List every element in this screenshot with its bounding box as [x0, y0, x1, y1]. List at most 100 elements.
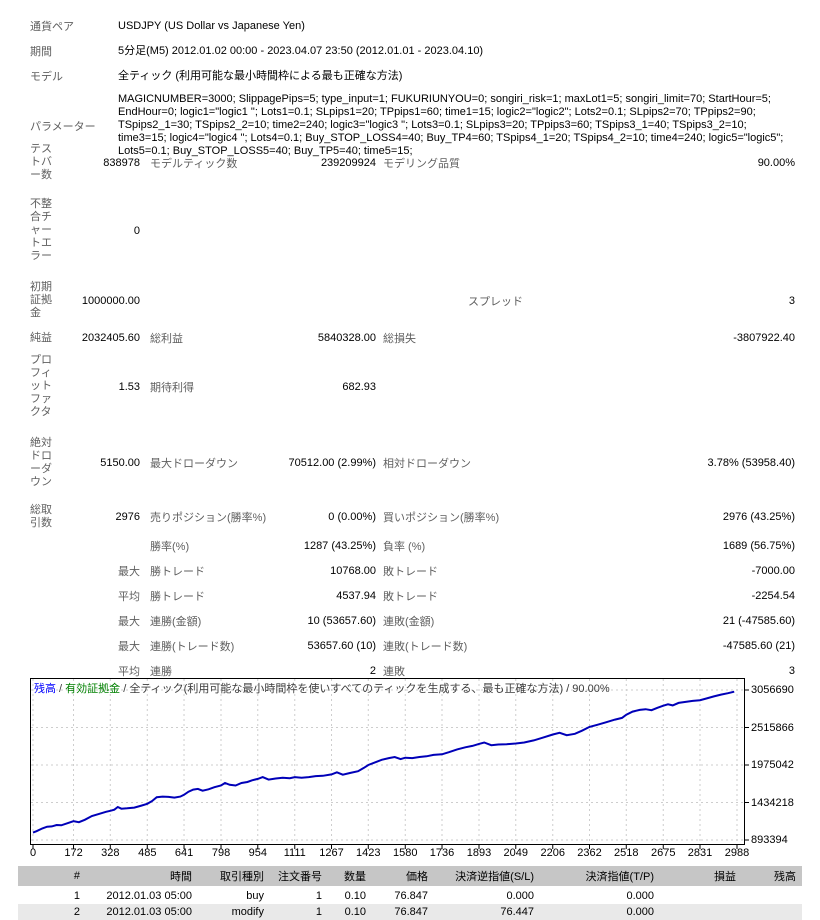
stat-value-3: 90.00% [757, 156, 795, 169]
x-axis-tick-label: 1580 [393, 847, 418, 859]
trades-column-header: 決済逆指値(S/L) [434, 866, 540, 888]
stat-value-2: 0 (0.00%) [328, 511, 376, 523]
stat-row: 勝率(%) 1287 (43.25%) 負率 (%) 1689 (56.75%) [30, 538, 795, 554]
stat-row: 絶対ドローダウン 5150.00 最大ドローダウン 70512.00 (2.99%) 相… [30, 437, 795, 489]
x-axis-tick-label: 2518 [614, 847, 639, 859]
x-axis-tick-label: 954 [248, 847, 267, 859]
stat-value-3: 3 [788, 665, 795, 677]
x-axis-tick-label: 2362 [577, 847, 602, 859]
stat-label-1: 純益 [30, 331, 52, 344]
stat-label-3: スプレッド [468, 295, 523, 308]
balance-chart: 残高 / 有効証拠金 / 全ティック(利用可能な最小時間枠を使いすべてのティック… [30, 678, 752, 850]
trades-column-header: 取引種別 [198, 866, 270, 888]
y-axis-tick-label: 893394 [751, 834, 788, 846]
trade-cell: 0.10 [344, 890, 366, 902]
stat-value-1: 5150.00 [100, 457, 140, 469]
x-axis-tick-label: 641 [174, 847, 194, 859]
trade-cell [742, 887, 802, 904]
stat-value-3: 1689 (56.75%) [722, 540, 795, 552]
stat-label-2: 連勝(トレード数) [150, 641, 235, 653]
stat-value-3: 21 (-47585.60) [722, 615, 795, 627]
stat-row: 総取引数 2976 売りポジション(勝率%) 0 (0.00%) 買いポジション(勝率%… [30, 504, 795, 530]
stat-value-3: -2254.54 [751, 590, 795, 602]
x-axis-tick-label: 2675 [651, 847, 676, 859]
stat-label-1: 総取引数 [30, 504, 52, 529]
trade-cell: 1 [315, 906, 322, 918]
stat-label-2: 勝率(%) [150, 541, 190, 553]
x-axis-tick-label: 2831 [687, 847, 713, 859]
stat-label-2: 総利益 [150, 333, 183, 345]
info-row: 期間 5分足(M5) 2012.01.02 00:00 - 2023.04.07 … [30, 43, 795, 59]
stat-value-2: 682.93 [342, 380, 376, 393]
stat-value-1: 838978 [103, 156, 140, 169]
stat-label-3: 敗トレード [383, 566, 438, 578]
info-row: パラメーター MAGICNUMBER=3000; SlippagePips=5; … [30, 93, 795, 158]
info-label: モデル [30, 71, 63, 83]
stat-value-1: 0 [133, 224, 140, 237]
stat-label-3: 買いポジション(勝率%) [383, 512, 500, 524]
stat-value-1: 1.53 [118, 380, 140, 393]
x-axis-tick-label: 2049 [503, 847, 528, 859]
stat-row: 最大 連勝(トレード数) 53657.60 (10) 連敗(トレード数) -47585.… [30, 638, 795, 654]
stat-value-2: 10768.00 [330, 565, 376, 577]
info-label: 期間 [30, 46, 52, 58]
stat-value-2: 53657.60 (10) [307, 640, 377, 652]
stat-value-3: 3.78% (53958.40) [707, 457, 795, 469]
x-axis-tick-label: 0 [29, 847, 37, 859]
chart-legend-part: / 全ティック(利用可能な最小時間枠を使いすべてのティックを生成する、最も正確な… [120, 683, 610, 695]
stat-value-2: 2 [369, 665, 376, 677]
info-label: パラメーター [30, 120, 96, 133]
stat-value-1: 最大 [118, 641, 140, 653]
report-statistics: テストバー数 838978 モデルティック数 239209924 モデリング品質 90.0… [30, 143, 795, 688]
trade-cell [660, 904, 742, 920]
stat-label-2: 連勝(金額) [150, 616, 202, 628]
info-row: 通貨ペア USDJPY (US Dollar vs Japanese Yen) [30, 18, 795, 34]
stat-value-3: -7000.00 [751, 565, 795, 577]
balance-line [32, 690, 735, 834]
trades-column-header: 価格 [372, 866, 434, 888]
stat-label-2: 連勝 [150, 666, 172, 678]
stat-row: 平均 勝トレード 4537.94 敗トレード -2254.54 [30, 588, 795, 604]
stat-label-3: 敗トレード [383, 591, 438, 603]
stat-row: 最大 勝トレード 10768.00 敗トレード -7000.00 [30, 563, 795, 579]
trade-cell: 76.847 [394, 890, 428, 902]
trade-cell: 1 [315, 890, 322, 902]
stat-value-2: 1287 (43.25%) [303, 540, 376, 552]
chart-legend-part: 有効証拠金 [65, 683, 121, 695]
x-axis-tick-label: 172 [64, 847, 83, 859]
trades-column-header: 数量 [328, 866, 372, 888]
x-axis-tick-label: 1267 [319, 847, 344, 859]
trade-row: 2 2012.01.03 05:00 modify 1 0.10 76.847 76.447… [18, 904, 802, 920]
chart-legend-part: / [56, 683, 66, 695]
stat-label-2: モデルティック数 [150, 157, 238, 170]
stat-label-1: プロフィットファクタ [30, 354, 52, 418]
trade-cell: 0.000 [626, 890, 654, 902]
stat-value-1: 2976 [115, 511, 140, 523]
x-axis-tick-label: 798 [211, 847, 231, 859]
info-value: USDJPY (US Dollar vs Japanese Yen) [118, 19, 305, 32]
x-axis-tick-label: 1893 [466, 847, 492, 859]
stat-row: テストバー数 838978 モデルティック数 239209924 モデリング品質 90.0… [30, 143, 795, 182]
stat-label-1: 絶対ドローダウン [30, 437, 52, 488]
stat-value-2: 10 (53657.60) [307, 615, 377, 627]
y-axis-tick-label: 2515866 [751, 721, 794, 734]
stat-row: 最大 連勝(金額) 10 (53657.60) 連敗(金額) 21 (-47585.60… [30, 613, 795, 629]
stat-value-1: 1000000.00 [81, 294, 140, 307]
stat-value-1: 平均 [118, 666, 140, 678]
stat-label-3: 連敗 [383, 666, 405, 678]
info-value: MAGICNUMBER=3000; SlippagePips=5; type_i… [118, 93, 784, 157]
info-value: 5分足(M5) 2012.01.02 00:00 - 2023.04.07 23… [118, 44, 484, 57]
x-axis-tick-label: 328 [101, 847, 120, 859]
stat-row: 不整合チャートエラー 0 [30, 198, 795, 263]
trades-table: # 時間 取引種別 注文番号 数量 価格 決済逆指値(S/L) 決済指値(T/P) 損益 残高 1 2… [18, 866, 802, 920]
stat-value-1: 最大 [118, 616, 140, 628]
stat-label-3: 相対ドローダウン [383, 458, 471, 470]
stat-value-1: 平均 [118, 591, 140, 603]
trades-column-header: 損益 [660, 866, 742, 888]
trade-cell: 2 [73, 906, 80, 918]
trades-column-header: 決済指値(T/P) [540, 866, 660, 888]
stat-label-2: 売りポジション(勝率%) [150, 512, 267, 524]
stat-value-2: 4537.94 [336, 590, 376, 602]
stat-value-2: 70512.00 (2.99%) [288, 457, 376, 469]
